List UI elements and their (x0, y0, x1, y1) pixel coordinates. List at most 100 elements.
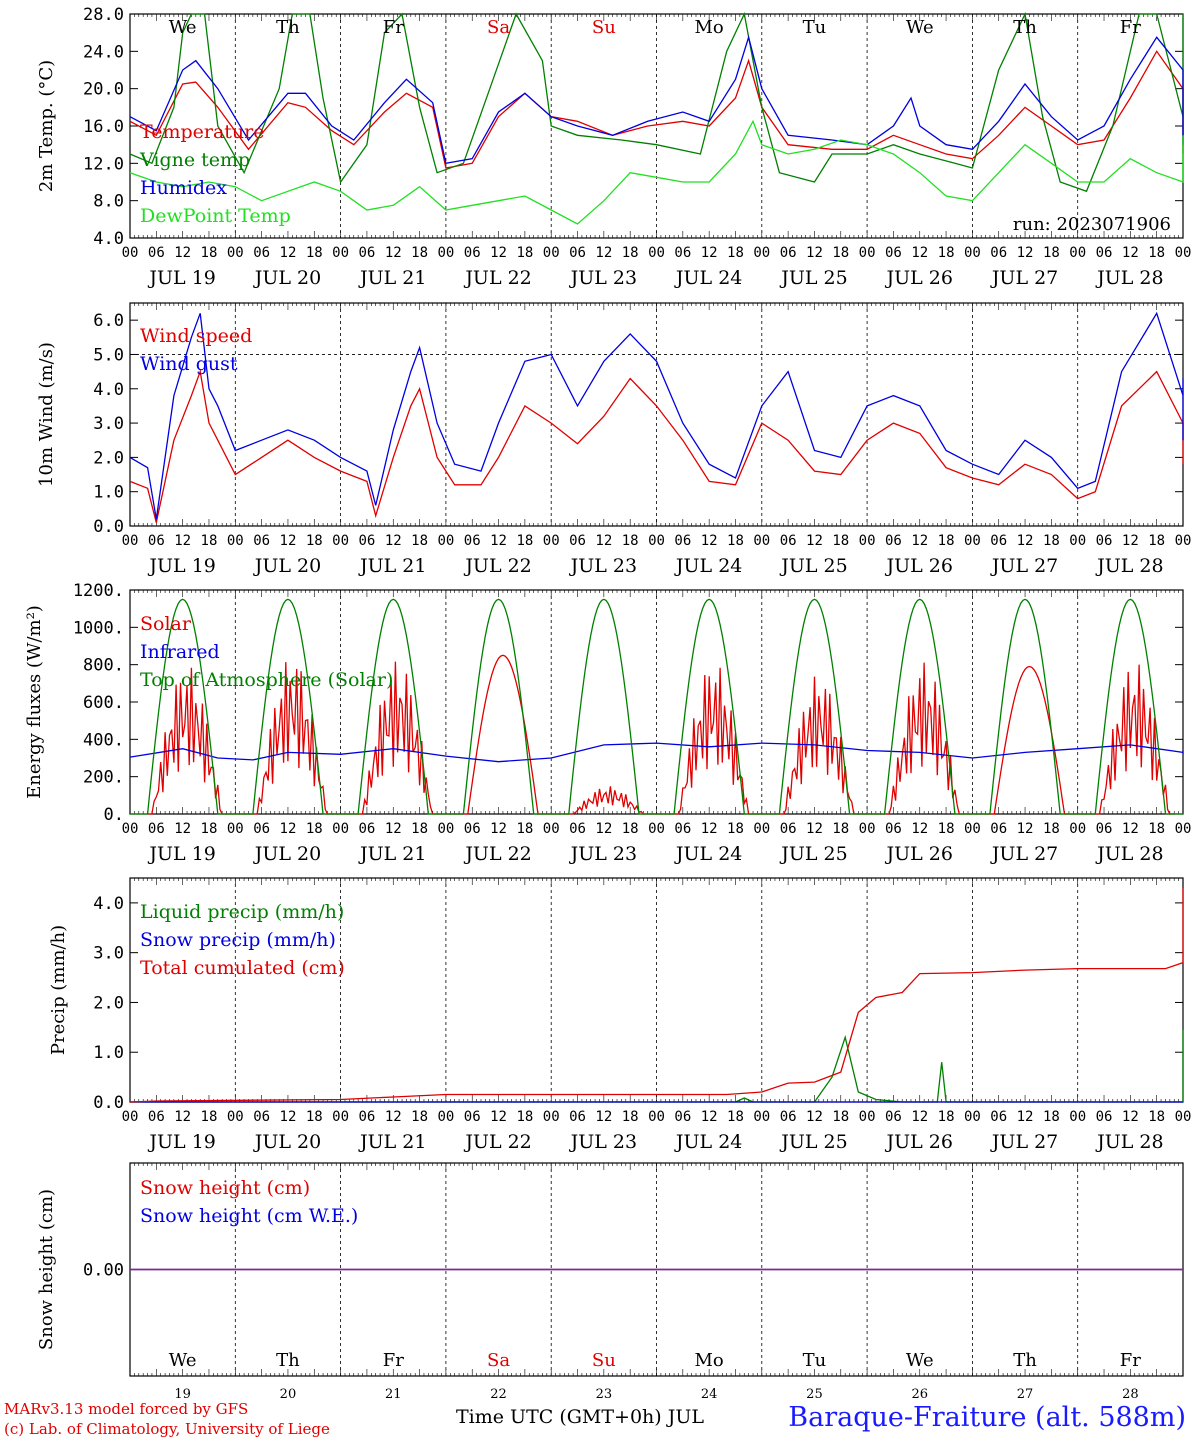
weekday-label-top: We (906, 17, 934, 38)
hour-tick-label: 18 (516, 533, 533, 549)
legend-entry: Temperature (140, 121, 264, 143)
hour-tick-label: 00 (227, 1109, 244, 1125)
legend-entry: Snow height (cm W.E.) (140, 1205, 358, 1227)
panel-frame (129, 302, 1184, 527)
day-number-label: 26 (911, 1387, 928, 1402)
y-tick-label: 16.0 (83, 117, 124, 137)
hour-tick-label: 12 (490, 1109, 507, 1125)
hour-tick-label: 18 (201, 1109, 218, 1125)
series-line-wind-gust (129, 311, 1184, 520)
day-number-label: 25 (806, 1387, 823, 1402)
day-label: JUL 25 (779, 843, 847, 865)
day-label: JUL 20 (253, 1131, 321, 1153)
run-annotation: run: 2023071906 (1013, 214, 1171, 235)
legend-entry: Wind speed (140, 325, 252, 347)
hour-tick-label: 18 (411, 1109, 428, 1125)
hour-tick-label: 06 (780, 1109, 797, 1125)
hour-tick-label: 18 (938, 533, 955, 549)
hour-tick-label: 06 (253, 245, 270, 261)
y-tick-label: 4.0 (93, 380, 124, 400)
weekday-label-top: Fr (383, 17, 404, 38)
hour-tick-label: 06 (885, 245, 902, 261)
hour-tick-label: 12 (701, 533, 718, 549)
hour-tick-label: 00 (753, 1109, 770, 1125)
y-tick-label: 4.0 (93, 894, 124, 914)
hour-tick-label: 06 (990, 1109, 1007, 1125)
legend-entry: Infrared (140, 641, 220, 663)
hour-tick-label: 12 (490, 821, 507, 837)
hour-tick-label: 00 (543, 245, 560, 261)
y-tick-label: 28.0 (83, 5, 124, 25)
hour-tick-label: 00 (648, 1109, 665, 1125)
hour-tick-label: 06 (1096, 1109, 1113, 1125)
hour-tick-label: 06 (358, 533, 375, 549)
day-label: JUL 19 (147, 267, 215, 289)
hour-tick-label: 12 (1122, 533, 1139, 549)
legend-entry: Top of Atmosphere (Solar) (140, 669, 393, 691)
hour-tick-label: 06 (358, 245, 375, 261)
hour-tick-label: 00 (964, 533, 981, 549)
y-tick-label: 600. (83, 693, 124, 713)
hour-tick-label: 00 (227, 245, 244, 261)
y-tick-label: 2.0 (93, 993, 124, 1013)
hour-tick-label: 00 (964, 821, 981, 837)
hour-tick-label: 00 (332, 245, 349, 261)
hour-tick-label: 00 (332, 821, 349, 837)
hour-tick-label: 18 (1148, 1109, 1165, 1125)
hour-tick-label: 06 (990, 821, 1007, 837)
weekday-label-top: Sa (487, 17, 510, 38)
hour-tick-label: 00 (1069, 1109, 1086, 1125)
hour-tick-label: 06 (1096, 533, 1113, 549)
hour-tick-label: 18 (411, 821, 428, 837)
day-label: JUL 19 (147, 843, 215, 865)
hour-tick-label: 00 (227, 821, 244, 837)
hour-tick-label: 18 (516, 245, 533, 261)
day-label: JUL 25 (779, 1131, 847, 1153)
legend-entry: Snow precip (mm/h) (140, 929, 336, 951)
series-line-vigne-temp (129, 11, 1184, 193)
hour-tick-label: 06 (464, 821, 481, 837)
hour-tick-label: 18 (516, 821, 533, 837)
hour-tick-label: 00 (1175, 533, 1192, 549)
legend-entry: DewPoint Temp (140, 205, 291, 227)
hour-tick-label: 12 (280, 533, 297, 549)
hour-tick-label: 00 (122, 821, 139, 837)
hour-tick-label: 12 (911, 821, 928, 837)
hour-tick-label: 06 (358, 1109, 375, 1125)
hour-tick-label: 18 (516, 1109, 533, 1125)
day-label: JUL 25 (779, 555, 847, 577)
hour-tick-label: 18 (306, 821, 323, 837)
hour-tick-label: 06 (569, 533, 586, 549)
hour-tick-label: 06 (464, 533, 481, 549)
legend-entry: Wind gust (140, 353, 238, 375)
day-label: JUL 22 (463, 267, 531, 289)
day-label: JUL 20 (253, 267, 321, 289)
y-tick-label: 3.0 (93, 944, 124, 964)
weekday-label-bottom: Fr (1120, 1350, 1141, 1371)
day-label: JUL 24 (674, 555, 742, 577)
hour-tick-label: 00 (1069, 245, 1086, 261)
day-label: JUL 23 (569, 267, 637, 289)
weekday-label-top: Su (592, 17, 616, 38)
day-label: JUL 26 (885, 555, 953, 577)
day-label: JUL 28 (1095, 555, 1163, 577)
hour-tick-label: 12 (701, 821, 718, 837)
weekday-label-bottom: We (169, 1350, 197, 1371)
weekday-label-bottom: Tu (803, 1350, 827, 1371)
day-label: JUL 21 (358, 267, 426, 289)
hour-tick-label: 06 (358, 821, 375, 837)
day-label: JUL 27 (990, 843, 1058, 865)
hour-tick-label: 06 (253, 1109, 270, 1125)
y-tick-label: 400. (83, 730, 124, 750)
day-label: JUL 24 (674, 1131, 742, 1153)
day-label: JUL 28 (1095, 843, 1163, 865)
hour-tick-label: 06 (148, 533, 165, 549)
hour-tick-label: 00 (122, 245, 139, 261)
hour-tick-label: 18 (622, 1109, 639, 1125)
hour-tick-label: 06 (1096, 245, 1113, 261)
hour-tick-label: 18 (832, 533, 849, 549)
hour-tick-label: 06 (569, 245, 586, 261)
hour-tick-label: 00 (753, 821, 770, 837)
hour-tick-label: 18 (306, 1109, 323, 1125)
hour-tick-label: 00 (648, 533, 665, 549)
